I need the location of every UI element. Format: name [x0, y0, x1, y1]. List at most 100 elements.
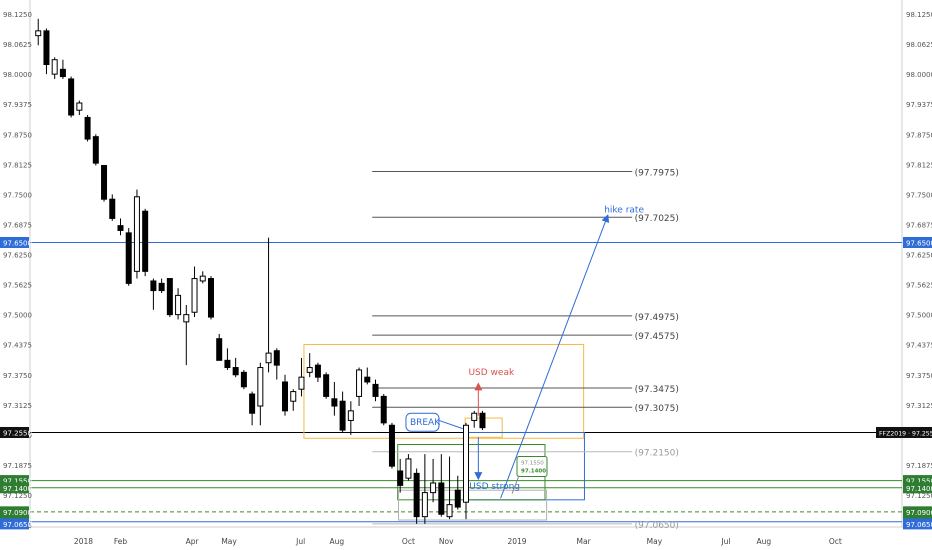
price-callout [516, 456, 548, 478]
candle-bear [59, 68, 66, 78]
candle-bull [175, 294, 182, 316]
y-tick-label-right: 97.1250 [906, 492, 932, 500]
candle-bear [273, 350, 280, 366]
annotation-overlays: USD weak USD strong hike rate BREAK 97.1550 9… [405, 206, 644, 499]
candle-bear [125, 232, 132, 284]
fib-level-label: (97.4975) [635, 313, 679, 323]
candle-bull [463, 424, 469, 503]
y-tick-label-right: 98.1250 [906, 11, 932, 19]
price-badge-left [0, 482, 29, 494]
candle-bear [479, 412, 486, 429]
price-badge-right [903, 506, 932, 518]
candle-bear [240, 371, 247, 388]
y-tick-label-right: 97.7500 [906, 191, 932, 199]
candle-bear [150, 280, 157, 292]
candle-bear [216, 338, 223, 361]
y-tick-label-right: 97.6875 [906, 221, 932, 229]
candle-bear [68, 78, 75, 116]
candle-bear [413, 472, 420, 518]
price-badge-left [0, 518, 29, 530]
candle-bull [183, 314, 190, 323]
candle-bull [405, 458, 412, 479]
fib-level-label: (97.7025) [635, 214, 679, 224]
y-tick-label-left: 97.3750 [3, 372, 32, 380]
y-tick-label-right: 97.3750 [906, 372, 932, 380]
price-badge-right [876, 426, 932, 438]
price-badge-left-text: 97.6500 [3, 239, 32, 247]
candle-bear [454, 489, 461, 508]
y-tick-label-left: 98.0625 [3, 41, 32, 49]
candle-bear [249, 393, 256, 414]
orange-range-box [303, 343, 585, 439]
candle-bull [35, 30, 42, 37]
break-pointer [438, 419, 463, 430]
price-badge-right-text: 97.0650 [906, 521, 932, 529]
fib-level-label: (97.3075) [635, 404, 679, 414]
candle-bull [199, 275, 206, 282]
y-tick-label-left: 97.7500 [3, 191, 32, 199]
y-tick-label-right: 97.9375 [906, 101, 932, 109]
x-tick-label: Jul [295, 537, 305, 546]
candle-bear [232, 367, 239, 376]
candle-bear [92, 136, 99, 164]
candle-bear [314, 364, 321, 378]
y-tick-label-left: 97.4375 [3, 342, 32, 350]
price-badge-left-text: 97.1400 [3, 485, 32, 493]
candle-bear [142, 210, 149, 272]
grey-zone-box [398, 489, 548, 521]
x-tick-label: Oct [402, 537, 415, 546]
right-price-axis: 98.1250 98.0625 98.0000 97.9375 97.8750 97.81… [876, 11, 932, 530]
y-tick-label-right: 97.3125 [906, 402, 932, 410]
price-badge-right-text: 97.1400 [906, 485, 932, 493]
candle-bear [207, 278, 214, 318]
y-tick-label-left: 98.1250 [3, 11, 32, 19]
callout-pointer [511, 475, 520, 494]
candle-bear [109, 198, 116, 219]
y-tick-label-right: 97.5000 [906, 312, 932, 320]
y-tick-label-left: 97.5625 [3, 282, 32, 290]
price-badge-left [0, 506, 29, 518]
candle-bull [421, 492, 428, 518]
y-tick-label-left: 97.3125 [3, 402, 32, 410]
y-tick-label-left: 97.1250 [3, 492, 32, 500]
y-tick-label-right: 98.0625 [906, 41, 932, 49]
candle-bear [84, 116, 91, 140]
candle-bull [265, 352, 272, 364]
price-badge-left [0, 426, 29, 438]
candle-bear [166, 278, 173, 316]
candle-bear [438, 482, 445, 515]
y-tick-label-left: 98.0000 [3, 71, 32, 79]
drawing-shapes: (97.7975) (97.7025) (97.4975) (97.4575) (97.… [303, 169, 679, 531]
candle-bull [76, 102, 83, 111]
price-badge-left-text: 97.0650 [3, 521, 32, 529]
x-tick-label: 2018 [74, 537, 93, 546]
x-tick-label: Nov [439, 537, 454, 546]
break-label: BREAK [410, 418, 441, 428]
candle-bull [191, 278, 198, 313]
candle-bull [356, 369, 363, 397]
x-tick-label: Oct [829, 537, 842, 546]
y-tick-label-right: 97.8750 [906, 131, 932, 139]
candle-bear [364, 376, 371, 383]
callout-value-1: 97.1550 [521, 461, 544, 467]
x-tick-label: Apr [186, 537, 200, 546]
candle-bear [372, 383, 379, 397]
price-badge-left-text: 97.0900 [3, 509, 32, 517]
x-tick-label: May [647, 537, 663, 546]
y-tick-label-left: 97.6250 [3, 252, 32, 260]
candle-bull [471, 412, 478, 421]
x-tick-label: May [221, 537, 237, 546]
y-tick-label-left: 97.5000 [3, 312, 32, 320]
candle-bull [290, 391, 297, 402]
fib-level-label: (97.2150) [635, 449, 679, 459]
hike-rate-arrow [500, 214, 610, 499]
y-tick-label-left: 97.1875 [3, 462, 32, 470]
candle-bear [388, 424, 395, 467]
callout-value-2: 97.1400 [521, 469, 546, 475]
candle-bear [397, 470, 404, 486]
price-badge-right-text: 97.6500 [906, 239, 932, 247]
price-badge-right-text: FFZ2019 · 97.2550 [879, 430, 932, 437]
candle-bear [101, 165, 108, 200]
x-tick-label: Jul [720, 537, 730, 546]
